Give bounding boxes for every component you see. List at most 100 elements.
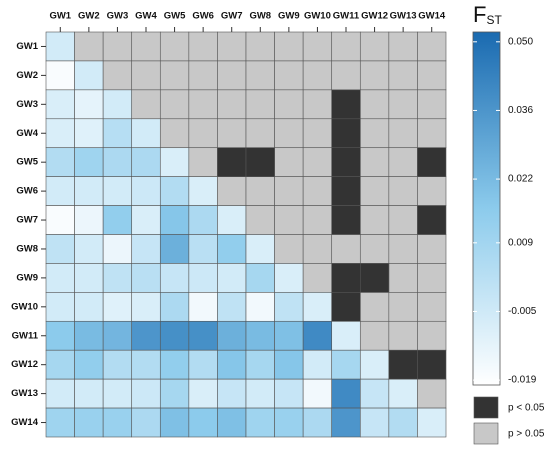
nonsignificant-cell	[388, 118, 418, 149]
heat-cell	[245, 292, 275, 322]
heat-cell	[74, 263, 104, 293]
heat-cell	[74, 349, 104, 380]
heat-cell	[331, 378, 361, 409]
column-label: GW2	[78, 11, 100, 22]
heat-cell	[131, 349, 161, 380]
nonsignificant-cell	[302, 118, 333, 149]
heat-cell	[274, 349, 304, 380]
heat-cell	[302, 320, 333, 351]
row-label: GW10	[11, 301, 38, 312]
nonsignificant-cell	[359, 89, 390, 120]
heat-cell	[45, 89, 75, 120]
nonsignificant-cell	[188, 60, 218, 91]
heat-cell	[245, 349, 275, 380]
nonsignificant-cell	[359, 60, 390, 91]
heat-cell	[74, 407, 104, 438]
nonsignificant-cell	[188, 118, 218, 149]
nonsignificant-cell	[417, 234, 447, 264]
heat-cell	[188, 292, 218, 322]
heat-cell	[217, 407, 247, 438]
nonsignificant-cell	[217, 89, 247, 120]
heat-cell	[74, 176, 104, 206]
nonsignificant-cell	[274, 118, 304, 149]
heat-cell	[45, 263, 75, 293]
row-label: GW12	[11, 359, 38, 370]
heat-cell	[417, 407, 447, 438]
nonsignificant-cell	[274, 31, 304, 62]
nonsignificant-cell	[302, 205, 333, 235]
nonsignificant-cell	[188, 89, 218, 120]
heat-cell	[102, 378, 133, 409]
heat-cell	[102, 205, 133, 235]
nonsignificant-cell	[302, 60, 333, 91]
significant-cell	[331, 89, 361, 120]
nonsignificant-cell	[388, 234, 418, 264]
heat-cell	[159, 234, 190, 264]
heat-cell	[188, 205, 218, 235]
heat-cell	[131, 205, 161, 235]
heat-cell	[131, 407, 161, 438]
nonsignificant-cell	[302, 234, 333, 264]
heat-cell	[159, 349, 190, 380]
column-label: GW13	[390, 11, 417, 22]
nonsignificant-cell	[417, 89, 447, 120]
heat-cell	[274, 292, 304, 322]
heat-cell	[217, 320, 247, 351]
nonsignificant-cell	[388, 205, 418, 235]
heat-cell	[45, 147, 75, 177]
row-label: GW11	[12, 330, 39, 341]
heat-cell	[74, 320, 104, 351]
heat-cell	[217, 349, 247, 380]
column-label: GW14	[418, 11, 446, 22]
heat-cell	[131, 292, 161, 322]
nonsignificant-cell	[245, 118, 275, 149]
nonsignificant-cell	[74, 31, 104, 62]
nonsignificant-cell	[417, 320, 447, 351]
nonsignificant-cell	[245, 205, 275, 235]
significant-cell	[245, 147, 275, 177]
heat-cell	[388, 407, 418, 438]
nonsignificant-cell	[302, 31, 333, 62]
nonsignificant-cell	[245, 31, 275, 62]
column-label: GW9	[278, 11, 300, 22]
row-label: GW8	[16, 243, 38, 254]
heat-cell	[159, 263, 190, 293]
heat-cell	[45, 176, 75, 206]
nonsignificant-cell	[331, 234, 361, 264]
nonsignificant-cell	[274, 89, 304, 120]
nonsignificant-cell	[159, 118, 190, 149]
nonsignificant-cell	[388, 60, 418, 91]
heat-cell	[302, 378, 333, 409]
row-label: GW4	[16, 128, 38, 139]
heat-cell	[45, 292, 75, 322]
heat-cell	[359, 378, 390, 409]
nonsignificant-cell	[417, 60, 447, 91]
nonsignificant-cell	[102, 60, 133, 91]
heat-cell	[188, 263, 218, 293]
nonsignificant-cell	[417, 31, 447, 62]
nonsignificant-cell	[274, 176, 304, 206]
colorbar-title-sub: ST	[486, 13, 502, 27]
heat-cell	[188, 234, 218, 264]
colorbar	[472, 31, 501, 386]
colorbar-tick-label: -0.005	[508, 306, 537, 317]
nonsignificant-cell	[217, 31, 247, 62]
nonsignificant-cell	[388, 292, 418, 322]
nonsignificant-cell	[359, 320, 390, 351]
heat-cell	[274, 378, 304, 409]
column-label: GW12	[361, 11, 388, 22]
nonsignificant-cell	[188, 31, 218, 62]
nonsignificant-cell	[359, 176, 390, 206]
heat-cell	[159, 147, 190, 177]
significant-cell	[331, 205, 361, 235]
column-label: GW7	[221, 11, 243, 22]
heat-cell	[45, 320, 75, 351]
nonsignificant-cell	[131, 31, 161, 62]
heat-cell	[74, 378, 104, 409]
nonsignificant-cell	[217, 60, 247, 91]
row-label: GW14	[11, 417, 39, 428]
colorbar-tick-label: -0.019	[508, 375, 537, 386]
colorbar-tick-label: 0.022	[508, 174, 533, 185]
heat-cell	[188, 349, 218, 380]
heat-cell	[131, 378, 161, 409]
